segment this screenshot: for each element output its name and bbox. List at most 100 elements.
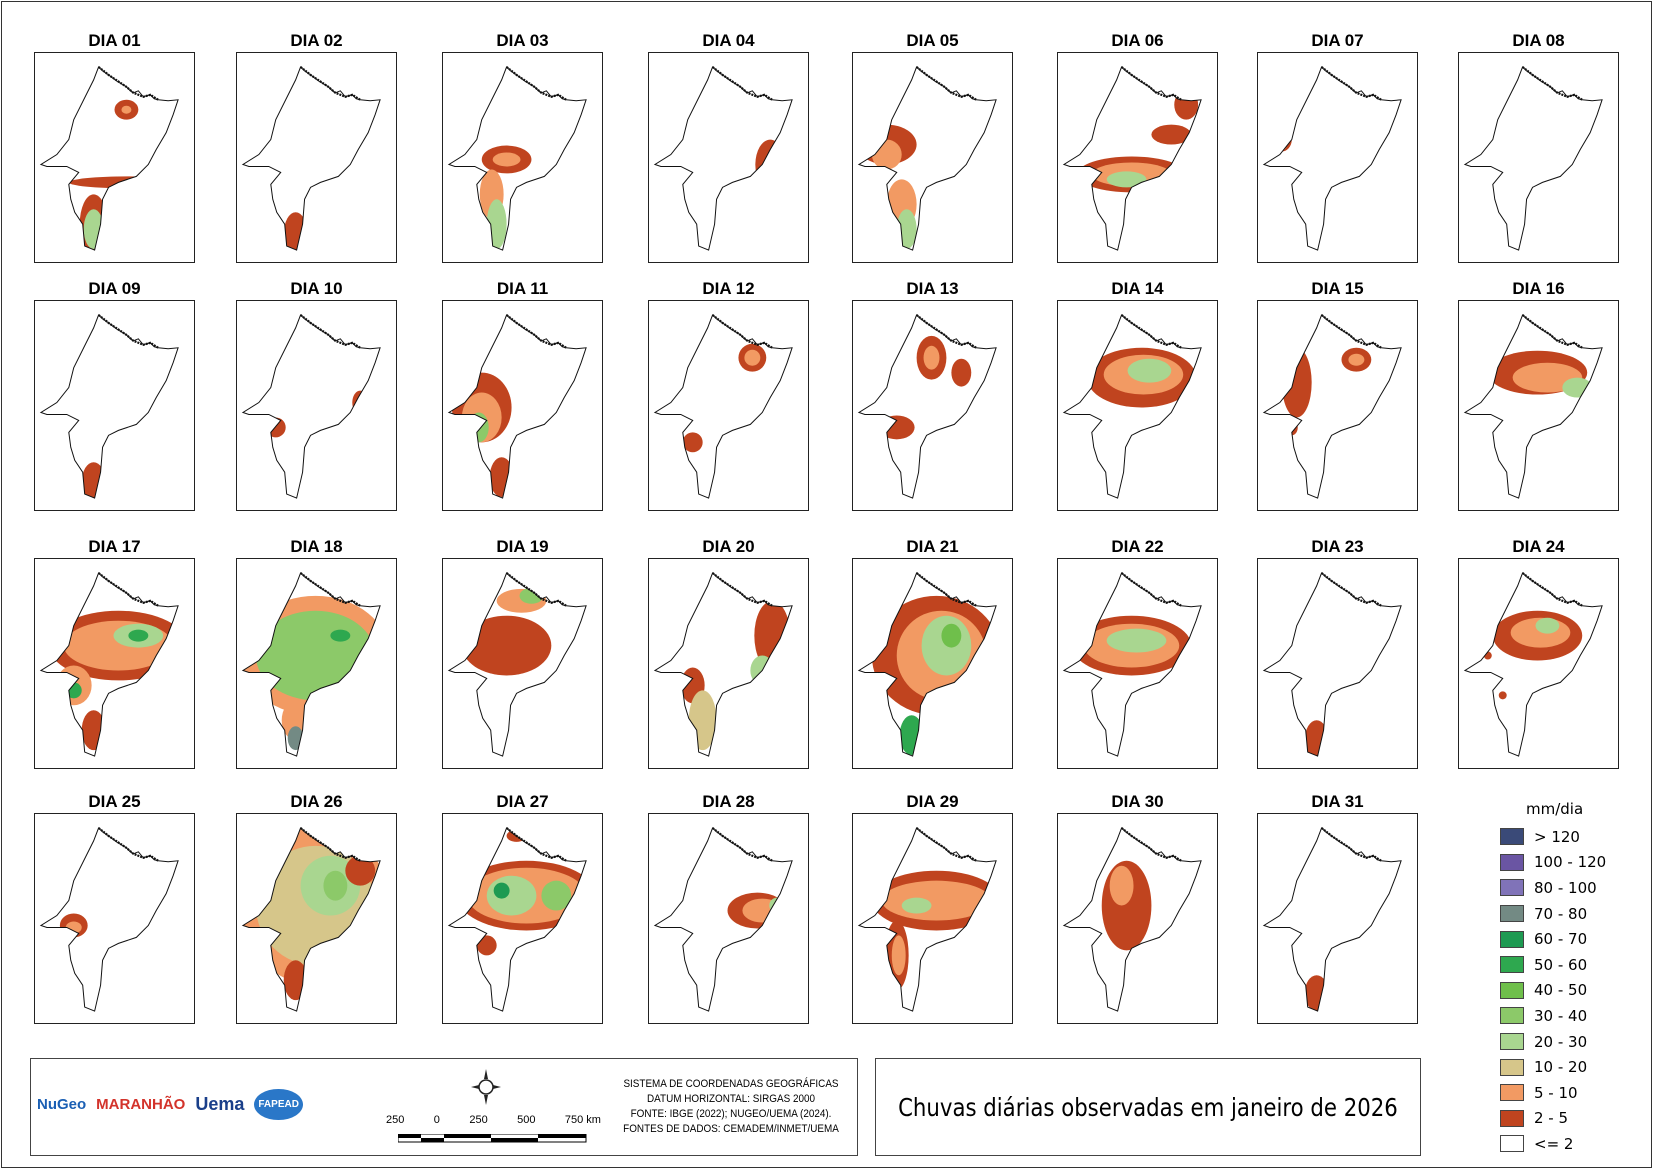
rain-area [923,345,940,370]
day-map-panel: DIA 22 [1037,536,1238,769]
logo-nugeo: NuGeo [37,1096,87,1113]
state-outline [1463,572,1603,757]
north-arrow-icon [471,1069,501,1110]
day-title: DIA 05 [906,31,959,50]
day-map [648,558,809,769]
state-outline [39,572,179,757]
day-title: DIA 12 [702,279,755,298]
rain-area [1271,127,1292,152]
day-map-panel: DIA 07 [1237,30,1438,263]
rain-area [881,880,992,921]
state-outline [653,66,793,251]
day-title: DIA 18 [290,537,343,556]
state-outline [241,314,381,499]
day-title: DIA 27 [496,792,549,811]
rain-area [951,358,972,387]
state-outline [241,66,381,251]
rain-area [1304,975,1329,1012]
day-title: DIA 19 [496,537,549,556]
day-map [852,813,1013,1024]
rain-area [489,457,514,498]
rain-area [901,897,932,914]
day-map-panel: DIA 14 [1037,278,1238,511]
rain-area [461,615,552,676]
credit-line: SISTEMA DE COORDENADAS GEOGRÁFICAS [623,1078,839,1090]
rain-area [541,880,572,911]
day-map [1057,52,1218,263]
rain-area [744,349,761,366]
state-outline [653,572,793,757]
day-map-panel: DIA 24 [1438,536,1639,769]
rain-area [1276,138,1287,151]
rain-area [65,921,82,934]
day-map [442,813,603,1024]
state-outline [1062,314,1202,499]
day-title: DIA 31 [1311,792,1364,811]
rain-area [878,415,915,440]
rain-area [128,629,149,642]
day-title: DIA 28 [702,792,755,811]
scale-label: 0 [433,1114,440,1126]
day-title: DIA 20 [702,537,755,556]
day-map-panel: DIA 12 [628,278,829,511]
day-title: DIA 06 [1111,31,1164,50]
day-map [648,813,809,1024]
credit-line: FONTE: IBGE (2022); NUGEO/UEMA (2024). [630,1108,832,1120]
day-title: DIA 08 [1512,31,1565,50]
rain-area [493,882,510,899]
day-map-panel: DIA 02 [216,30,417,263]
rain-area [769,897,786,914]
day-map-panel: DIA 19 [422,536,623,769]
day-title: DIA 10 [290,279,343,298]
info-box: NuGeo MARANHÃO Uema FAPEAD 250 0 250 500 750… [30,1058,858,1156]
legend-label: 5 - 10 [1534,1083,1578,1102]
legend-label: 30 - 40 [1534,1006,1588,1025]
rain-area [1304,720,1329,757]
rain-area [899,715,924,756]
day-map [1057,300,1218,511]
day-map-panel: DIA 05 [832,30,1033,263]
legend-swatch [1500,1084,1524,1102]
legend-swatch [1500,1135,1524,1153]
state-outline [857,314,997,499]
state-outline [447,827,587,1012]
legend-swatch [1500,930,1524,948]
legend-swatch [1500,1007,1524,1025]
legend-label: 50 - 60 [1534,955,1588,974]
legend-label: 2 - 5 [1534,1109,1569,1128]
legend-swatch [1500,1109,1524,1127]
day-map [1057,813,1218,1024]
day-map [1257,813,1418,1024]
rain-area [891,935,906,976]
day-title: DIA 25 [88,792,141,811]
rain-area [742,898,783,923]
legend-item: 20 - 30 [1500,1029,1606,1055]
rain-area [68,176,179,189]
day-map [1257,52,1418,263]
day-title: DIA 17 [88,537,141,556]
day-map [34,558,195,769]
day-title: DIA 21 [906,537,959,556]
legend-item: 50 - 60 [1500,952,1606,978]
legend-item: > 120 [1500,824,1606,850]
legend-title: mm/dia [1526,800,1584,818]
state-outline [1262,66,1402,251]
day-map [648,52,809,263]
day-title: DIA 24 [1512,537,1565,556]
rain-area [1106,628,1167,653]
state-outline [241,827,381,1012]
credit-line: FONTES DE DADOS: CEMADEM/INMET/UEMA [623,1123,839,1135]
map-title: Chuvas diárias observadas em janeiro de … [898,1092,1398,1122]
legend-label: <= 2 [1534,1134,1574,1153]
day-map-panel: DIA 31 [1237,791,1438,1024]
rain-area [871,139,902,170]
legend-item: 100 - 120 [1500,850,1606,876]
day-map [236,300,397,511]
state-outline [241,572,381,757]
legend-swatch [1500,956,1524,974]
day-title: DIA 02 [290,31,343,50]
legend-swatch [1500,879,1524,897]
rain-area [345,855,376,886]
rain-area [486,199,507,250]
day-map [1458,52,1619,263]
